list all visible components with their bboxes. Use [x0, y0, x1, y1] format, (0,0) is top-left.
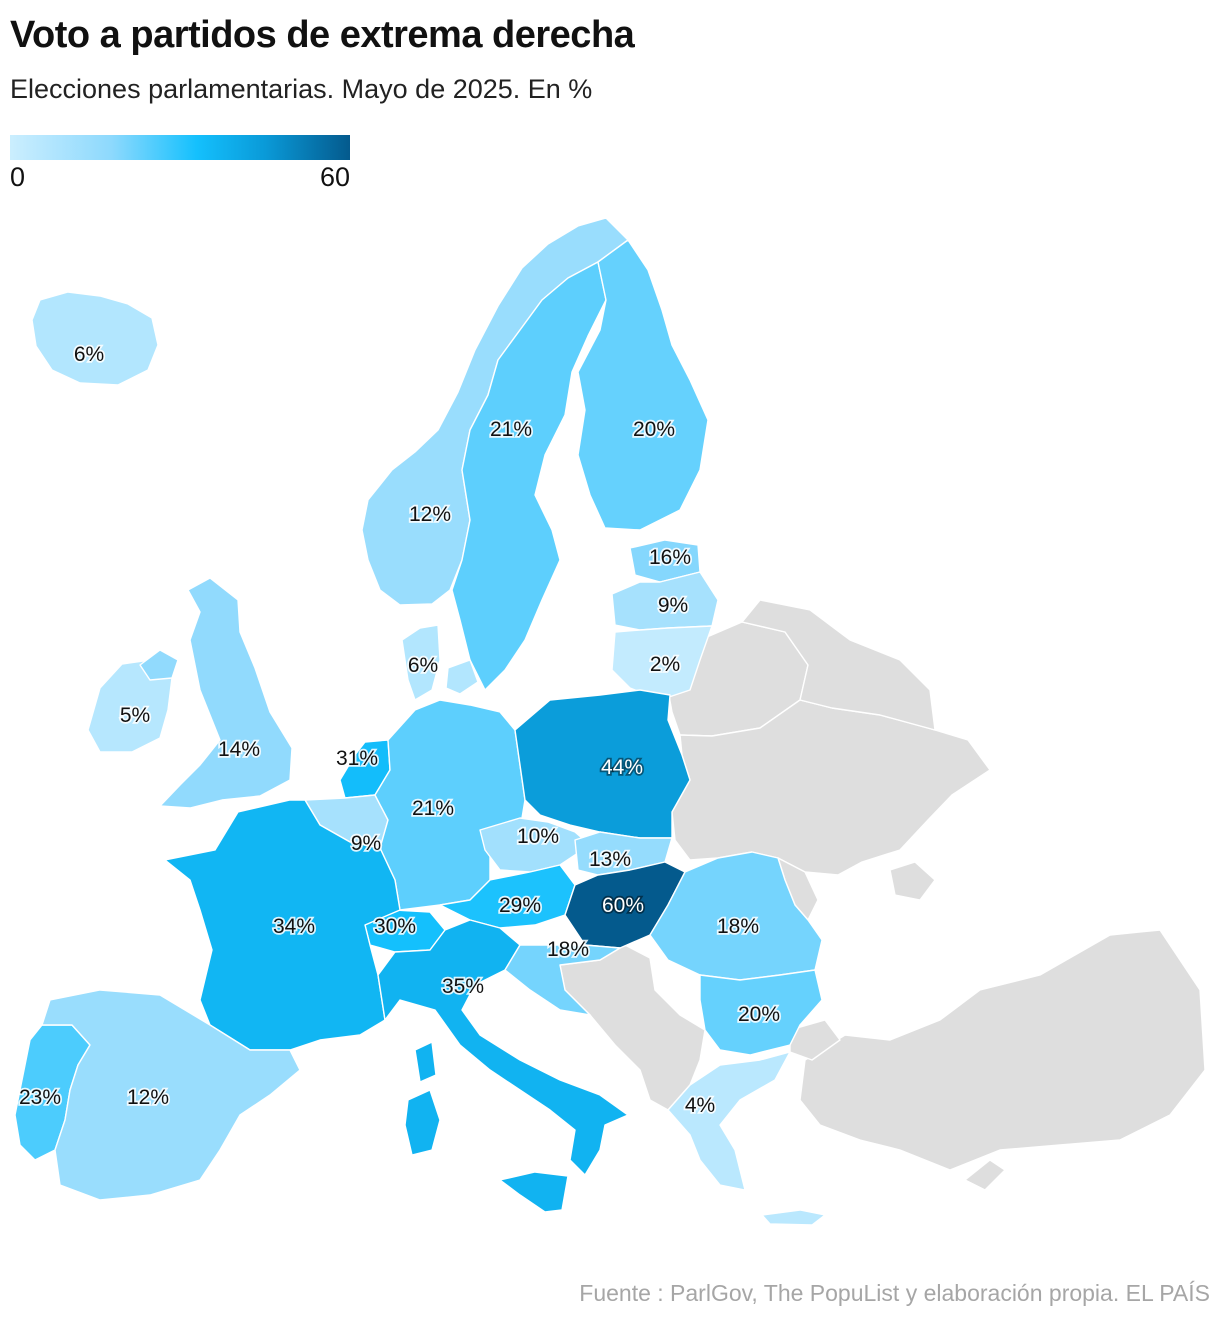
label-poland: 44%	[601, 756, 643, 779]
legend-gradient-bar	[10, 135, 350, 160]
label-denmark: 6%	[408, 654, 438, 677]
source-note: Fuente : ParlGov, The PopuList y elabora…	[579, 1280, 1210, 1306]
region-cyprus	[964, 1159, 1006, 1191]
region-italy[interactable]	[377, 919, 629, 1176]
label-sweden: 21%	[490, 418, 532, 441]
color-legend: 0 60	[10, 135, 350, 192]
region-northern-ireland[interactable]	[139, 649, 179, 681]
region-turkey-thrace	[789, 1019, 841, 1061]
label-norway: 12%	[409, 503, 451, 526]
label-germany: 21%	[412, 797, 454, 820]
region-iceland[interactable]	[31, 291, 159, 386]
region-bulgaria[interactable]	[699, 969, 823, 1056]
label-finland: 20%	[633, 418, 675, 441]
label-czechia: 10%	[517, 825, 559, 848]
region-denmark-island[interactable]	[445, 659, 479, 695]
label-united-kingdom: 14%	[218, 738, 260, 761]
label-italy: 35%	[442, 975, 484, 998]
region-crete[interactable]	[761, 1209, 826, 1226]
label-greece: 4%	[685, 1094, 715, 1117]
region-sardinia[interactable]	[404, 1089, 441, 1156]
label-switzerland: 30%	[374, 915, 416, 938]
region-latvia[interactable]	[611, 571, 719, 631]
label-lithuania: 2%	[650, 653, 680, 676]
label-france: 34%	[273, 915, 315, 938]
region-poland[interactable]	[514, 689, 691, 839]
region-corsica[interactable]	[414, 1041, 437, 1083]
region-slovenia-croatia[interactable]	[504, 944, 621, 1016]
data-regions	[14, 217, 826, 1226]
page-subtitle: Elecciones parlamentarias. Mayo de 2025.…	[10, 74, 593, 104]
region-sicily[interactable]	[499, 1171, 569, 1213]
label-netherlands: 31%	[336, 747, 378, 770]
legend-max-label: 60	[319, 162, 350, 192]
label-latvia: 9%	[658, 594, 688, 617]
label-bulgaria: 20%	[738, 1003, 780, 1026]
page-title: Voto a partidos de extrema derecha	[10, 14, 635, 56]
region-spain[interactable]	[41, 989, 301, 1201]
region-finland[interactable]	[577, 239, 709, 531]
label-estonia: 16%	[649, 546, 691, 569]
label-iceland: 6%	[74, 343, 104, 366]
region-turkey	[799, 929, 1206, 1171]
region-denmark[interactable]	[401, 624, 441, 701]
region-russia	[741, 599, 936, 731]
region-sweden[interactable]	[451, 261, 607, 691]
label-portugal: 23%	[19, 1086, 61, 1109]
region-lithuania[interactable]	[611, 625, 713, 701]
label-belgium: 9%	[351, 832, 381, 855]
region-greece[interactable]	[667, 1051, 791, 1191]
label-spain: 12%	[127, 1086, 169, 1109]
region-crimea	[889, 861, 936, 901]
region-balkans-west	[559, 944, 706, 1111]
no-data-regions	[559, 599, 1206, 1191]
legend-min-label: 0	[10, 162, 26, 192]
region-romania[interactable]	[649, 851, 823, 981]
value-labels: 6% 12% 21% 20% 16% 9% 2% 6% 5% 14% 31% 9…	[17, 341, 782, 1119]
label-ireland: 5%	[120, 704, 150, 727]
label-romania: 18%	[717, 915, 759, 938]
label-slovakia: 13%	[589, 848, 631, 871]
region-ireland[interactable]	[87, 659, 173, 753]
region-france[interactable]	[164, 799, 401, 1051]
label-slovenia-croatia: 18%	[547, 938, 589, 961]
region-united-kingdom[interactable]	[159, 577, 293, 809]
region-germany[interactable]	[374, 699, 526, 911]
label-hungary: 60%	[602, 894, 644, 917]
region-czechia[interactable]	[479, 817, 591, 873]
label-austria: 29%	[499, 894, 541, 917]
